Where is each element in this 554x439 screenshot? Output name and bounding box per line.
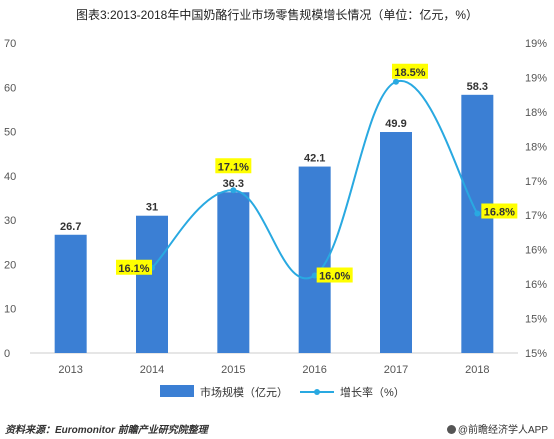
right-tick-label: 18% xyxy=(525,107,547,119)
growth-point xyxy=(311,272,318,279)
left-tick-label: 10 xyxy=(4,304,16,316)
left-tick-label: 50 xyxy=(4,127,16,139)
bar-value-label: 58.3 xyxy=(467,81,488,93)
left-tick-label: 60 xyxy=(4,82,16,94)
growth-point xyxy=(474,210,481,217)
brand-text: @前瞻经济学人APP xyxy=(457,425,548,436)
bar xyxy=(380,132,412,353)
brand-icon xyxy=(446,425,456,434)
left-tick-label: 70 xyxy=(4,38,16,50)
growth-label-highlight xyxy=(392,63,428,79)
right-tick-label: 17% xyxy=(525,210,547,222)
right-tick-label: 15% xyxy=(525,348,547,360)
right-tick-label: 15% xyxy=(525,314,547,326)
growth-value-label: 16.8% xyxy=(484,207,515,219)
left-tick-label: 0 xyxy=(4,348,10,360)
left-tick-label: 30 xyxy=(4,215,16,227)
growth-point xyxy=(393,78,399,85)
growth-value-label: 17.1% xyxy=(218,161,249,173)
source-note: 资料来源：Euromonitor 前瞻产业研究院整理 xyxy=(5,425,208,436)
legend-swatch-bar xyxy=(160,385,194,397)
legend-swatch-point xyxy=(314,389,320,395)
right-tick-label: 19% xyxy=(525,72,547,84)
bar-value-label: 49.9 xyxy=(385,118,406,130)
x-tick-label: 2015 xyxy=(221,364,245,376)
legend-label-bar: 市场规模（亿元） xyxy=(200,385,288,399)
growth-value-label: 18.5% xyxy=(394,67,425,79)
left-tick-label: 20 xyxy=(4,259,16,271)
bar-value-label: 36.3 xyxy=(223,178,244,190)
legend-label-line: 增长率（%） xyxy=(340,385,405,399)
right-tick-label: 18% xyxy=(525,141,547,153)
right-tick-label: 17% xyxy=(525,176,547,188)
bar-value-label: 31 xyxy=(146,202,158,214)
x-tick-label: 2016 xyxy=(302,364,326,376)
growth-label-highlight xyxy=(116,259,152,275)
x-tick-label: 2018 xyxy=(465,364,489,376)
growth-label-highlight xyxy=(215,158,252,174)
right-tick-label: 16% xyxy=(525,245,547,257)
bar xyxy=(298,166,331,353)
bar-value-label: 26.7 xyxy=(60,221,81,233)
chart-title: 图表3:2013-2018年中国奶酪行业市场零售规模增长情况（单位：亿元，%） xyxy=(75,8,479,22)
bar xyxy=(54,234,87,353)
left-tick-label: 40 xyxy=(4,171,16,183)
growth-value-label: 16.1% xyxy=(118,263,149,275)
x-tick-label: 2017 xyxy=(384,364,408,376)
bar xyxy=(217,192,250,353)
growth-label-highlight xyxy=(316,267,353,283)
chart: 0 10 20 30 40 50 60 70 15% 15% 16% 16% 17% 17% 18% 18% 1… xyxy=(4,38,547,399)
x-tick-label: 2014 xyxy=(140,364,164,376)
x-tick-label: 2013 xyxy=(58,364,82,376)
right-tick-label: 16% xyxy=(525,279,547,291)
brand-credit: @前瞻经济学人APP xyxy=(446,421,548,436)
right-tick-label: 19% xyxy=(525,38,547,50)
bar-value-label: 42.1 xyxy=(304,153,325,165)
growth-point xyxy=(230,187,237,194)
footer: 资料来源：Euromonitor 前瞻产业研究院整理 @前瞻经济学人APP xyxy=(0,417,554,439)
growth-label-highlight xyxy=(481,203,518,219)
growth-value-label: 16.0% xyxy=(319,271,350,283)
bar xyxy=(136,215,168,353)
bar xyxy=(461,94,494,354)
